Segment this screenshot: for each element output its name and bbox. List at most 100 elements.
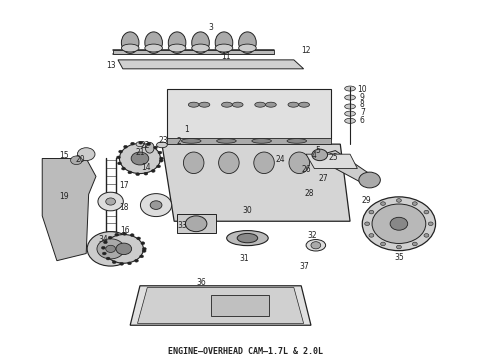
Circle shape (102, 252, 106, 255)
Ellipse shape (232, 102, 243, 107)
Circle shape (396, 245, 401, 249)
Ellipse shape (227, 230, 268, 246)
Circle shape (134, 259, 138, 262)
Circle shape (128, 171, 132, 174)
Text: 24: 24 (275, 155, 285, 164)
Circle shape (362, 197, 436, 251)
Text: 10: 10 (357, 85, 367, 94)
Circle shape (159, 157, 163, 160)
Circle shape (87, 231, 134, 266)
Circle shape (119, 150, 122, 153)
Ellipse shape (157, 142, 167, 148)
Ellipse shape (344, 86, 355, 91)
Circle shape (117, 156, 121, 159)
Circle shape (312, 149, 328, 161)
Ellipse shape (122, 32, 139, 53)
Text: 11: 11 (220, 53, 230, 62)
Text: 30: 30 (243, 206, 252, 215)
Circle shape (108, 236, 112, 239)
Circle shape (141, 242, 145, 245)
Circle shape (413, 242, 417, 246)
Circle shape (390, 217, 408, 230)
Circle shape (359, 172, 380, 188)
Text: 29: 29 (361, 196, 371, 205)
Circle shape (122, 232, 126, 235)
Circle shape (103, 241, 107, 244)
Circle shape (130, 234, 134, 237)
Polygon shape (306, 154, 357, 168)
Ellipse shape (344, 118, 355, 123)
Text: 9: 9 (360, 93, 365, 102)
Circle shape (127, 262, 131, 265)
Circle shape (122, 167, 125, 170)
Circle shape (381, 242, 386, 246)
Ellipse shape (215, 32, 233, 53)
Ellipse shape (145, 44, 162, 52)
Ellipse shape (188, 102, 199, 107)
Text: 16: 16 (121, 226, 130, 235)
Circle shape (372, 204, 426, 243)
Circle shape (151, 170, 155, 172)
Ellipse shape (192, 32, 209, 53)
Circle shape (185, 216, 207, 231)
Text: 4: 4 (312, 152, 317, 161)
Text: 18: 18 (119, 203, 128, 212)
Polygon shape (162, 144, 350, 221)
Ellipse shape (289, 152, 310, 174)
Ellipse shape (192, 44, 209, 52)
Circle shape (369, 234, 374, 237)
Ellipse shape (266, 102, 276, 107)
Circle shape (106, 245, 116, 252)
Polygon shape (167, 138, 331, 144)
Polygon shape (118, 60, 304, 69)
Text: 22: 22 (140, 141, 149, 150)
Ellipse shape (252, 139, 271, 143)
Text: 33: 33 (177, 221, 187, 230)
Text: 6: 6 (360, 116, 365, 125)
Ellipse shape (254, 152, 274, 174)
Text: 5: 5 (315, 146, 320, 155)
Ellipse shape (237, 233, 258, 243)
Circle shape (158, 151, 162, 154)
Ellipse shape (215, 44, 233, 52)
Circle shape (141, 194, 172, 217)
Circle shape (106, 198, 116, 205)
Text: 21: 21 (135, 148, 145, 157)
Text: ENGINE–OVERHEAD CAM–1.7L & 2.0L: ENGINE–OVERHEAD CAM–1.7L & 2.0L (168, 347, 322, 356)
Ellipse shape (145, 32, 162, 53)
Circle shape (428, 222, 433, 226)
Text: 12: 12 (301, 46, 311, 55)
Circle shape (136, 173, 140, 176)
Text: 8: 8 (360, 100, 365, 109)
Text: 34: 34 (98, 235, 108, 244)
Circle shape (142, 249, 146, 252)
Circle shape (120, 143, 160, 174)
Polygon shape (42, 158, 96, 261)
Circle shape (140, 255, 144, 258)
Text: 23: 23 (158, 136, 168, 145)
Ellipse shape (146, 142, 154, 153)
Circle shape (77, 148, 95, 161)
Circle shape (116, 243, 132, 255)
Circle shape (131, 142, 135, 145)
Circle shape (101, 246, 105, 249)
Circle shape (153, 146, 157, 149)
Bar (211, 295, 270, 316)
Text: 1: 1 (184, 125, 189, 134)
Circle shape (71, 156, 82, 165)
Ellipse shape (255, 102, 266, 107)
Ellipse shape (288, 102, 299, 107)
Ellipse shape (344, 95, 355, 100)
Polygon shape (314, 150, 374, 184)
Text: 13: 13 (106, 61, 116, 70)
Text: 2: 2 (177, 137, 181, 146)
Text: 31: 31 (239, 254, 249, 263)
Circle shape (106, 257, 110, 260)
Ellipse shape (239, 32, 256, 53)
Circle shape (381, 202, 386, 205)
Text: 15: 15 (59, 151, 69, 160)
Text: 20: 20 (75, 156, 85, 165)
Ellipse shape (287, 139, 307, 143)
Circle shape (365, 222, 369, 226)
Text: 14: 14 (142, 163, 151, 172)
